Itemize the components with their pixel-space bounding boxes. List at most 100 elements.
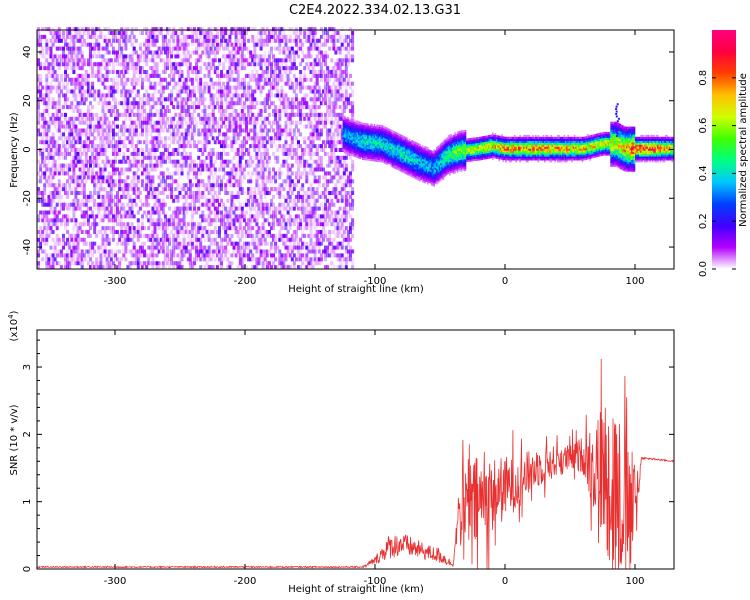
noise-cell [263,101,267,106]
noise-cell [319,148,323,152]
noise-cell [159,218,163,223]
noise-cell [272,109,275,113]
noise-cell [51,58,55,63]
noise-cell [282,128,286,133]
noise-cell [109,202,113,207]
noise-cell [313,46,317,51]
noise-cell [288,151,292,156]
noise-cell [109,124,113,129]
noise-cell [188,97,192,102]
noise-cell [228,38,232,43]
noise-cell [41,140,45,145]
noise-cell [245,89,248,94]
noise-cell [68,163,72,168]
noise-cell [253,124,257,129]
noise-cell [249,230,253,234]
noise-cell [51,159,55,164]
noise-cell [109,191,113,195]
noise-cell [234,241,238,246]
noise-cell [234,70,238,74]
noise-cell [124,230,128,234]
noise-cell [317,206,321,211]
noise-cell [74,198,78,203]
noise-cell [272,222,275,227]
noise-cell [111,163,115,168]
noise-cell [124,101,128,106]
noise-cell [114,151,117,156]
noise-cell [207,50,211,55]
noise-cell [99,93,103,98]
noise-cell [299,85,303,90]
noise-cell [290,109,294,113]
noise-cell [141,241,144,246]
noise-cell [205,140,209,145]
noise-cell [311,124,315,129]
noise-cell [286,167,290,172]
noise-cell [78,257,82,262]
noise-cell [267,120,271,125]
noise-cell [249,163,253,168]
noise-cell [105,101,109,106]
noise-cell [319,77,323,82]
noise-cell [253,62,257,67]
noise-cell [278,136,282,141]
noise-cell [230,171,234,176]
noise-cell [301,38,305,43]
noise-cell [305,144,309,149]
noise-cell [311,97,315,102]
noise-cell [84,27,88,32]
noise-cell [272,206,275,211]
noise-cell [147,194,151,199]
noise-cell [111,159,115,164]
noise-cell [199,116,203,121]
noise-cell [93,124,97,129]
noise-cell [205,54,209,59]
noise-cell [143,226,147,231]
noise-cell [84,132,88,137]
noise-cell [114,132,117,137]
noise-cell [284,120,288,125]
noise-cell [309,194,313,199]
noise-cell [180,163,184,168]
noise-cell [309,89,313,94]
noise-cell [39,233,43,238]
noise-cell [188,167,192,172]
noise-cell [309,97,313,102]
noise-cell [188,112,192,117]
noise-cell [172,46,176,51]
noise-cell [147,31,151,35]
noise-cell [45,140,49,145]
noise-cell [203,218,207,223]
noise-cell [143,155,147,160]
noise-cell [193,194,196,199]
noise-cell [159,202,163,207]
noise-cell [41,233,45,238]
noise-cell [147,148,151,152]
noise-cell [172,249,176,254]
noise-cell [195,105,199,110]
noise-cell [170,187,174,192]
noise-cell [247,187,251,192]
noise-cell [297,112,300,117]
noise-cell [72,198,76,203]
noise-cell [82,167,86,172]
noise-cell [116,148,119,152]
noise-cell [124,144,128,149]
noise-cell [124,187,128,192]
noise-cell [265,191,269,195]
noise-cell [89,257,92,262]
noise-cell [80,257,84,262]
noise-cell [278,261,282,266]
noise-cell [265,27,269,32]
noise-cell [249,105,253,110]
noise-cell [176,50,180,55]
noise-cell [240,128,244,133]
noise-cell [84,163,88,168]
noise-cell [84,155,88,160]
noise-cell [253,50,257,55]
noise-cell [41,210,45,215]
noise-cell [51,218,55,223]
noise-cell [82,218,86,223]
noise-cell [51,194,55,199]
noise-cell [282,27,286,32]
